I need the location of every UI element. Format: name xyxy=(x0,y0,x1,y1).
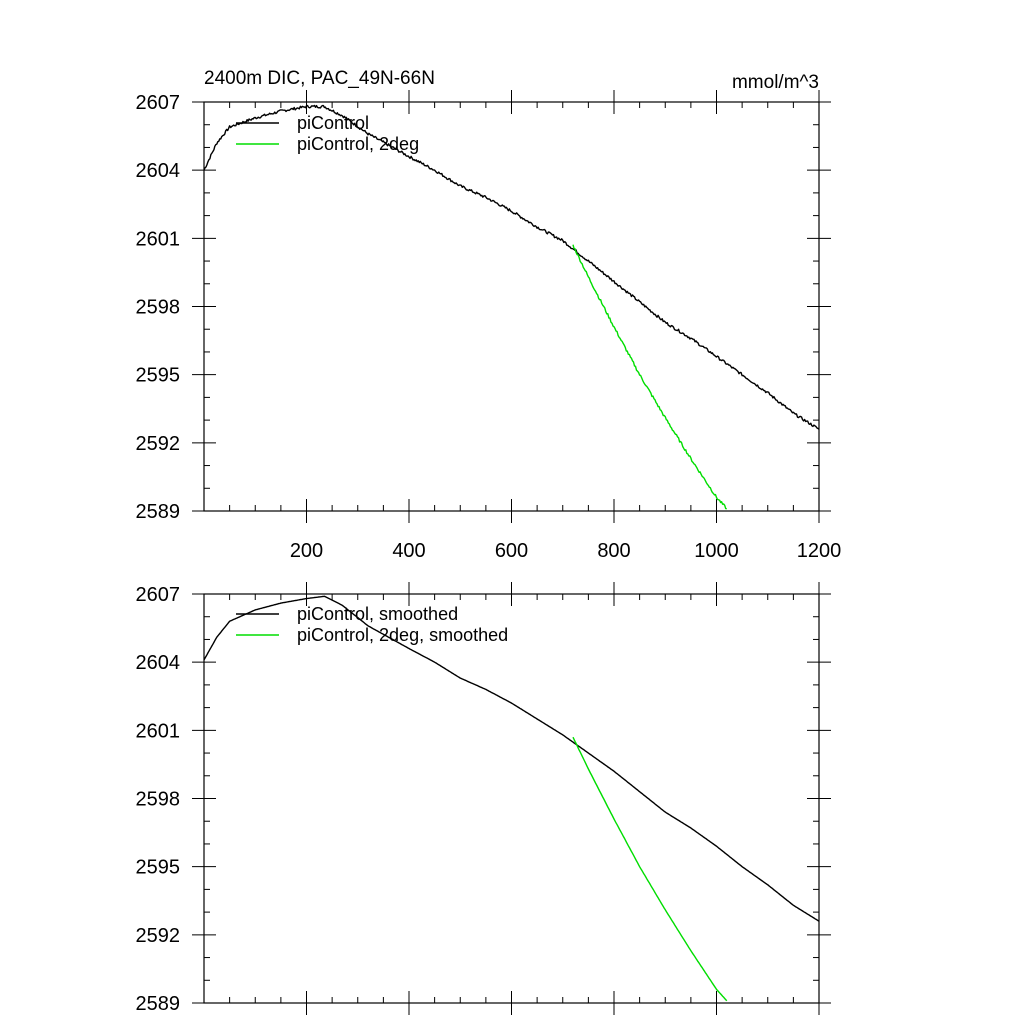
y-tick-label: 2592 xyxy=(136,433,181,455)
chart-title: 2400m DIC, PAC_49N-66N xyxy=(204,68,435,89)
legend-label: piControl, 2deg xyxy=(297,134,419,154)
x-tick-label: 200 xyxy=(290,540,323,562)
legend-label: piControl, smoothed xyxy=(297,604,458,624)
units-label: mmol/m^3 xyxy=(732,72,819,93)
legend-label: piControl xyxy=(297,113,369,133)
y-tick-label: 2598 xyxy=(136,297,181,319)
y-tick-label: 2595 xyxy=(136,857,181,879)
plot-frame xyxy=(203,593,820,1004)
y-tick-label: 2607 xyxy=(136,92,181,114)
y-tick-label: 2604 xyxy=(136,160,181,182)
y-tick-label: 2607 xyxy=(136,584,181,606)
x-tick-label: 600 xyxy=(495,540,528,562)
bottom-panel: 2589 2592 2595 2598 2601 2604 2607 piControl, s… xyxy=(136,582,831,1015)
x-tick-label: 400 xyxy=(392,540,425,562)
series-line-picontrol xyxy=(203,104,820,430)
y-tick-label: 2601 xyxy=(136,720,181,742)
x-tick-label: 1000 xyxy=(694,540,739,562)
y-tick-label: 2601 xyxy=(136,228,181,250)
y-tick-label: 2595 xyxy=(136,365,181,387)
y-tick-label: 2592 xyxy=(136,925,181,947)
series-line-picontrol xyxy=(203,595,820,922)
x-tick-label: 1200 xyxy=(797,540,842,562)
top-panel: 2589 2592 2595 2598 2601 2604 2607 200 400 600 800… xyxy=(136,68,842,562)
y-tick-label: 2604 xyxy=(136,652,181,674)
series-line-picontrol-2deg xyxy=(572,244,727,510)
plot-frame xyxy=(203,101,820,512)
x-tick-label: 800 xyxy=(597,540,630,562)
y-tick-label: 2589 xyxy=(136,993,181,1015)
y-tick-label: 2598 xyxy=(136,789,181,811)
legend-label: piControl, 2deg, smoothed xyxy=(297,625,508,645)
y-tick-label: 2589 xyxy=(136,501,181,523)
series-line-picontrol-2deg xyxy=(572,736,728,1002)
